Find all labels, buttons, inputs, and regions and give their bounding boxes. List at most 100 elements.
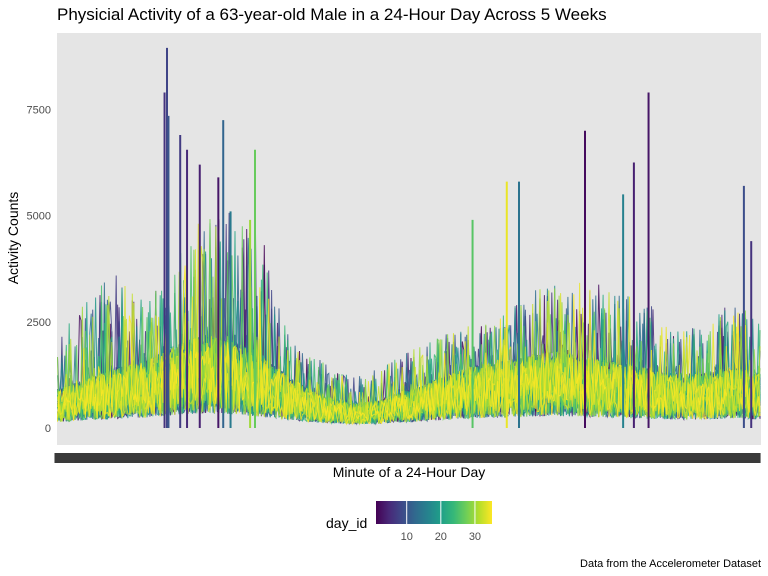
x-tick-label-glyph [484, 453, 491, 463]
y-axis-title: Activity Counts [5, 192, 21, 285]
x-tick-label-glyph [437, 453, 444, 463]
x-tick-label-glyph [371, 453, 378, 463]
x-tick-label-glyph [676, 453, 683, 463]
x-tick-label-glyph [711, 453, 718, 463]
x-tick-label-glyph [226, 453, 233, 463]
x-tick-label-glyph [394, 453, 401, 463]
x-tick-label-glyph [398, 453, 405, 463]
x-tick-label-glyph [457, 453, 464, 463]
x-tick-label-glyph [656, 453, 663, 463]
x-tick-label-glyph [445, 453, 452, 463]
x-tick-label-glyph [269, 453, 276, 463]
x-tick-label-glyph [383, 453, 390, 463]
x-tick-label-glyph [214, 453, 221, 463]
y-axis: 0 2500 5000 7500 [27, 104, 51, 435]
x-tick-label-glyph [422, 453, 429, 463]
x-tick-label-glyph [641, 453, 648, 463]
x-tick-label-glyph [367, 453, 374, 463]
x-tick-label-glyph [648, 453, 655, 463]
x-tick-label-glyph [320, 453, 327, 463]
x-tick-label-glyph [746, 453, 753, 463]
x-tick-label-glyph [257, 453, 264, 463]
x-tick-label-glyph [74, 453, 81, 463]
x-tick-label-glyph [476, 453, 483, 463]
x-tick-label-glyph [613, 453, 620, 463]
x-tick-label-glyph [574, 453, 581, 463]
x-tick-label-glyph [195, 453, 202, 463]
x-tick-label-glyph [406, 453, 413, 463]
x-tick-label-glyph [672, 453, 679, 463]
legend: day_id 10 20 30 [326, 501, 492, 543]
x-tick-label-glyph [586, 453, 593, 463]
x-tick-label-glyph [167, 453, 174, 463]
x-tick-label-glyph [171, 453, 178, 463]
x-tick-label-glyph [343, 453, 350, 463]
x-tick-label-glyph [207, 453, 214, 463]
x-tick-label-glyph [582, 453, 589, 463]
x-tick-label-glyph [508, 453, 515, 463]
x-tick-label-glyph [429, 453, 436, 463]
x-tick-label-glyph [285, 453, 292, 463]
x-tick-label-glyph [566, 453, 573, 463]
x-tick-label-glyph [347, 453, 354, 463]
x-tick-label-glyph [54, 453, 61, 463]
x-tick-label-glyph [590, 453, 597, 463]
x-tick-label-glyph [62, 453, 69, 463]
x-tick-label-glyph [738, 453, 745, 463]
day-series-line [57, 265, 761, 426]
activity-lines [57, 47, 761, 429]
x-tick-label-glyph [418, 453, 425, 463]
x-tick-label-glyph [328, 453, 335, 463]
x-tick-label-glyph [441, 453, 448, 463]
x-tick-label-glyph [246, 453, 253, 463]
y-tick-label: 0 [45, 423, 51, 435]
day-series-line [57, 260, 761, 424]
y-tick-label: 2500 [27, 317, 51, 329]
x-tick-label-glyph [605, 453, 612, 463]
x-tick-label-glyph [519, 453, 526, 463]
day-series-line [57, 246, 761, 425]
x-tick-label-glyph [379, 453, 386, 463]
x-tick-label-glyph [332, 453, 339, 463]
x-tick-label-glyph [160, 453, 167, 463]
x-tick-label-glyph [128, 453, 135, 463]
x-tick-label-glyph [523, 453, 530, 463]
x-tick-label-glyph [625, 453, 632, 463]
x-tick-label-glyph [218, 453, 225, 463]
x-tick-label-glyph [688, 453, 695, 463]
x-tick-label-glyph [414, 453, 421, 463]
x-tick-label-glyph [363, 453, 370, 463]
x-tick-label-glyph [390, 453, 397, 463]
x-tick-label-glyph [633, 453, 640, 463]
x-tick-label-glyph [164, 453, 170, 463]
x-tick-label-glyph [113, 453, 120, 463]
x-tick-label-glyph [426, 453, 433, 463]
x-tick-label-glyph [81, 453, 88, 463]
x-tick-label-glyph [750, 453, 757, 463]
x-tick-label-glyph [281, 453, 288, 463]
x-tick-label-glyph [535, 453, 542, 463]
x-tick-label-glyph [359, 453, 366, 463]
legend-title: day_id [326, 515, 367, 531]
x-tick-label-glyph [183, 453, 190, 463]
x-tick-label-glyph [289, 453, 296, 463]
x-tick-label-glyph [680, 453, 687, 463]
x-tick-label-glyph [308, 453, 315, 463]
x-tick-label-glyph [621, 453, 628, 463]
x-tick-label-glyph [132, 453, 139, 463]
x-tick-label-glyph [351, 453, 358, 463]
x-tick-label-glyph [312, 453, 319, 463]
x-tick-label-glyph [152, 453, 159, 463]
x-tick-label-glyph [93, 453, 100, 463]
x-tick-label-glyph [695, 453, 702, 463]
x-tick-label-glyph [89, 453, 96, 463]
x-tick-label-glyph [433, 453, 440, 463]
x-tick-label-glyph [562, 453, 569, 463]
x-tick-label-glyph [703, 453, 710, 463]
x-tick-label-glyph [70, 453, 77, 463]
x-tick-label-glyph [664, 453, 671, 463]
x-tick-label-glyph [265, 453, 272, 463]
legend-tick-label: 10 [401, 531, 413, 543]
x-tick-label-glyph [742, 453, 749, 463]
